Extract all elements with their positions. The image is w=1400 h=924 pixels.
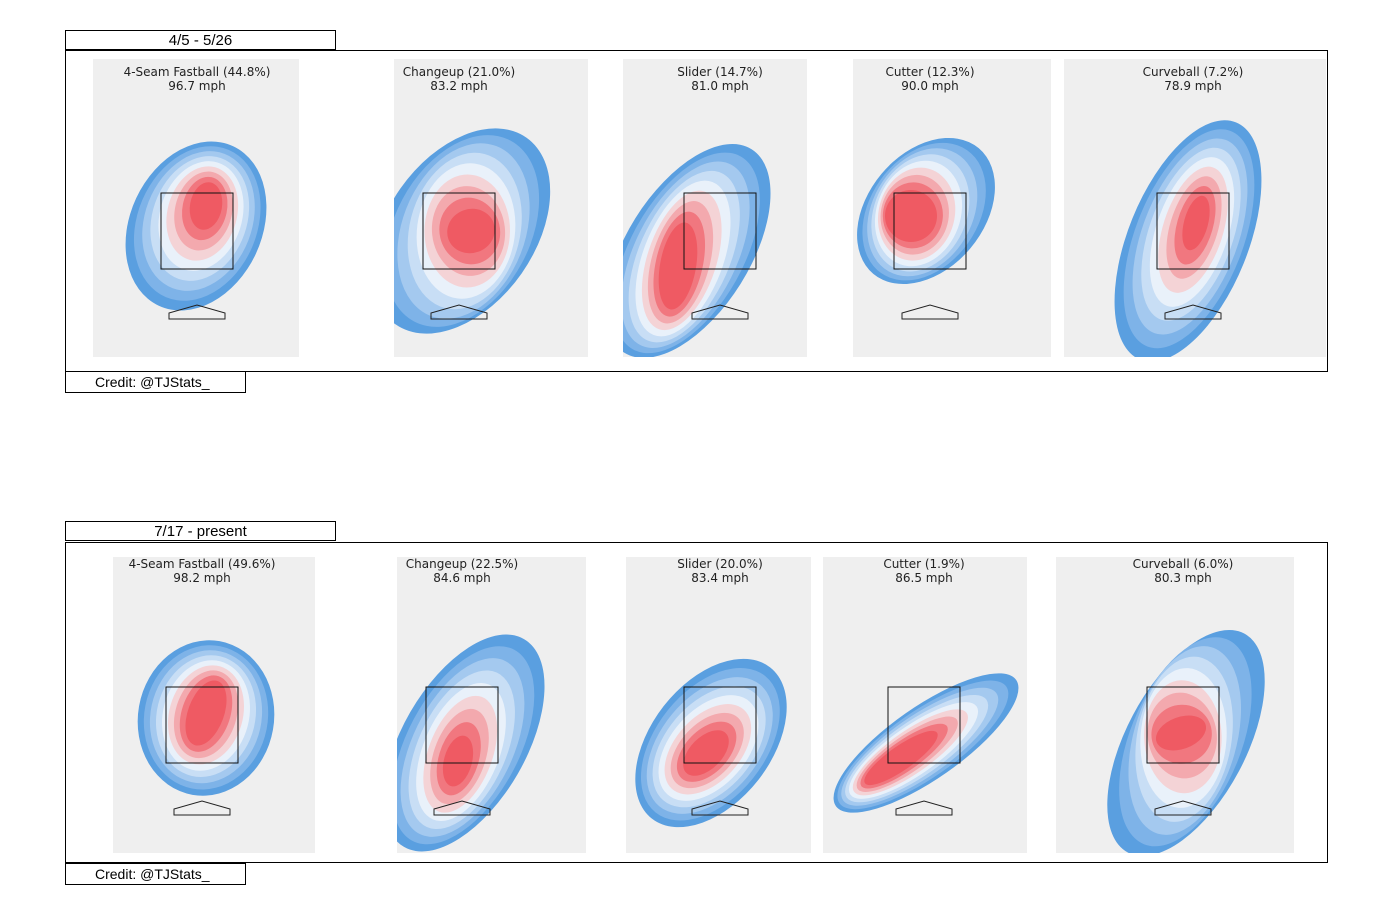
pitch-speed-label: 78.9 mph: [1164, 79, 1221, 93]
home-plate: [691, 304, 749, 320]
home-plate: [433, 800, 491, 816]
pitch-plot-4: Cutter (12.3%)90.0 mph: [853, 59, 1051, 357]
density-contour-level-9: [442, 735, 474, 787]
strike-zone: [683, 192, 757, 270]
home-plate: [1154, 800, 1212, 816]
pitch-speed-label: 86.5 mph: [895, 571, 952, 585]
strike-zone: [422, 192, 496, 270]
density-contour-level-9: [447, 208, 495, 254]
density-contour-level-9: [658, 222, 698, 310]
credit-label-2: Credit: @TJStats_: [65, 863, 246, 885]
pitch-speed-label: 83.4 mph: [691, 571, 748, 585]
pitch-plot-1: 4-Seam Fastball (49.6%)98.2 mph: [113, 557, 315, 853]
pitch-name-label: Curveball (7.2%): [1143, 65, 1244, 79]
strike-zone: [160, 192, 234, 270]
pitch-plot-5: Curveball (6.0%)80.3 mph: [1056, 557, 1294, 853]
credit-label-1: Credit: @TJStats_: [65, 371, 246, 393]
pitch-speed-label: 81.0 mph: [691, 79, 748, 93]
pitch-speed-label: 98.2 mph: [173, 571, 230, 585]
heatmap-row-1: 4-Seam Fastball (44.8%)96.7 mph Changeup …: [93, 59, 1326, 357]
pitch-plot-3: Slider (20.0%)83.4 mph: [626, 557, 811, 853]
pitch-speed-label: 90.0 mph: [901, 79, 958, 93]
period-label-2: 7/17 - present: [65, 521, 336, 541]
density-contour-level-9: [864, 730, 938, 786]
pitch-plot-2: Changeup (21.0%)83.2 mph: [394, 59, 588, 357]
pitch-plot-2: Changeup (22.5%)84.6 mph: [397, 557, 586, 853]
density-contour-level-9: [1182, 195, 1210, 251]
pitch-plot-4: Cutter (1.9%)86.5 mph: [823, 557, 1027, 853]
strike-zone: [683, 686, 757, 764]
home-plate: [691, 800, 749, 816]
density-contour-level-9: [885, 190, 937, 242]
pitch-plot-3: Slider (14.7%)81.0 mph: [623, 59, 807, 357]
chart-panel-1: 4-Seam Fastball (44.8%) 96.7 mph Changeup …: [65, 50, 1328, 372]
strike-zone: [893, 192, 967, 270]
strike-zone: [887, 686, 961, 764]
home-plate: [168, 304, 226, 320]
pitch-name-label: Curveball (6.0%): [1133, 557, 1234, 571]
pitch-speed-label: 84.6 mph: [433, 571, 490, 585]
strike-zone: [425, 686, 499, 764]
density-contour-level-9: [189, 182, 223, 230]
strike-zone: [165, 686, 239, 764]
heatmap-row-2: 4-Seam Fastball (49.6%)98.2 mph Changeup …: [113, 557, 1294, 853]
pitch-name-label: Slider (20.0%): [677, 557, 763, 571]
home-plate: [173, 800, 231, 816]
home-plate: [895, 800, 953, 816]
pitch-name-label: 4-Seam Fastball (49.6%): [129, 557, 276, 571]
strike-zone: [1146, 686, 1220, 764]
pitch-speed-label: 80.3 mph: [1154, 571, 1211, 585]
home-plate: [430, 304, 488, 320]
pitch-name-label: Cutter (1.9%): [883, 557, 964, 571]
home-plate: [901, 304, 959, 320]
period-label-1: 4/5 - 5/26: [65, 30, 336, 50]
pitch-name-label: 4-Seam Fastball (44.8%): [124, 65, 271, 79]
pitch-speed-label: 83.2 mph: [430, 79, 487, 93]
density-contour-level-9: [683, 730, 729, 776]
home-plate: [1164, 304, 1222, 320]
pitch-plot-1: 4-Seam Fastball (44.8%)96.7 mph: [93, 59, 299, 357]
pitch-name-label: Changeup (22.5%): [406, 557, 518, 571]
chart-panel-2: 4-Seam Fastball (49.6%) 98.2 mph Changeup …: [65, 542, 1328, 863]
pitch-name-label: Cutter (12.3%): [885, 65, 974, 79]
density-contour-level-9: [185, 680, 227, 746]
pitch-plot-5: Curveball (7.2%)78.9 mph: [1064, 59, 1326, 357]
strike-zone: [1156, 192, 1230, 270]
pitch-name-label: Changeup (21.0%): [403, 65, 515, 79]
pitch-name-label: Slider (14.7%): [677, 65, 763, 79]
pitch-speed-label: 96.7 mph: [168, 79, 225, 93]
density-contour-level-9: [1155, 715, 1207, 751]
